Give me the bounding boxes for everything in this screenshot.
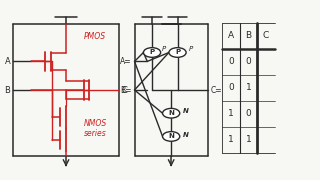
Text: B: B [245, 31, 252, 40]
Text: N: N [183, 108, 189, 114]
Text: A: A [4, 57, 10, 66]
Text: 1: 1 [245, 83, 251, 92]
Text: PMOS: PMOS [84, 32, 106, 41]
Text: A: A [228, 31, 234, 40]
Text: P: P [189, 46, 194, 52]
Text: B: B [4, 86, 10, 94]
Text: 0: 0 [245, 57, 251, 66]
Text: A=: A= [120, 57, 131, 66]
Circle shape [143, 48, 161, 57]
Circle shape [163, 108, 180, 118]
Text: N: N [168, 133, 174, 140]
Text: C: C [122, 86, 128, 94]
Text: 1: 1 [228, 135, 234, 144]
Text: 1: 1 [228, 109, 234, 118]
Text: N: N [168, 110, 174, 116]
Circle shape [169, 48, 186, 57]
Text: C: C [263, 31, 269, 40]
Text: 0: 0 [245, 109, 251, 118]
Circle shape [163, 132, 180, 141]
Text: B=: B= [120, 86, 131, 94]
Text: 1: 1 [245, 135, 251, 144]
Text: P: P [149, 50, 155, 55]
Text: NMOS: NMOS [84, 119, 107, 128]
Text: P: P [175, 50, 180, 55]
Text: 0: 0 [228, 83, 234, 92]
Text: P: P [162, 46, 166, 52]
Text: N: N [183, 132, 189, 138]
Text: series: series [84, 129, 106, 138]
Text: 0: 0 [228, 57, 234, 66]
Text: C=: C= [211, 86, 223, 94]
